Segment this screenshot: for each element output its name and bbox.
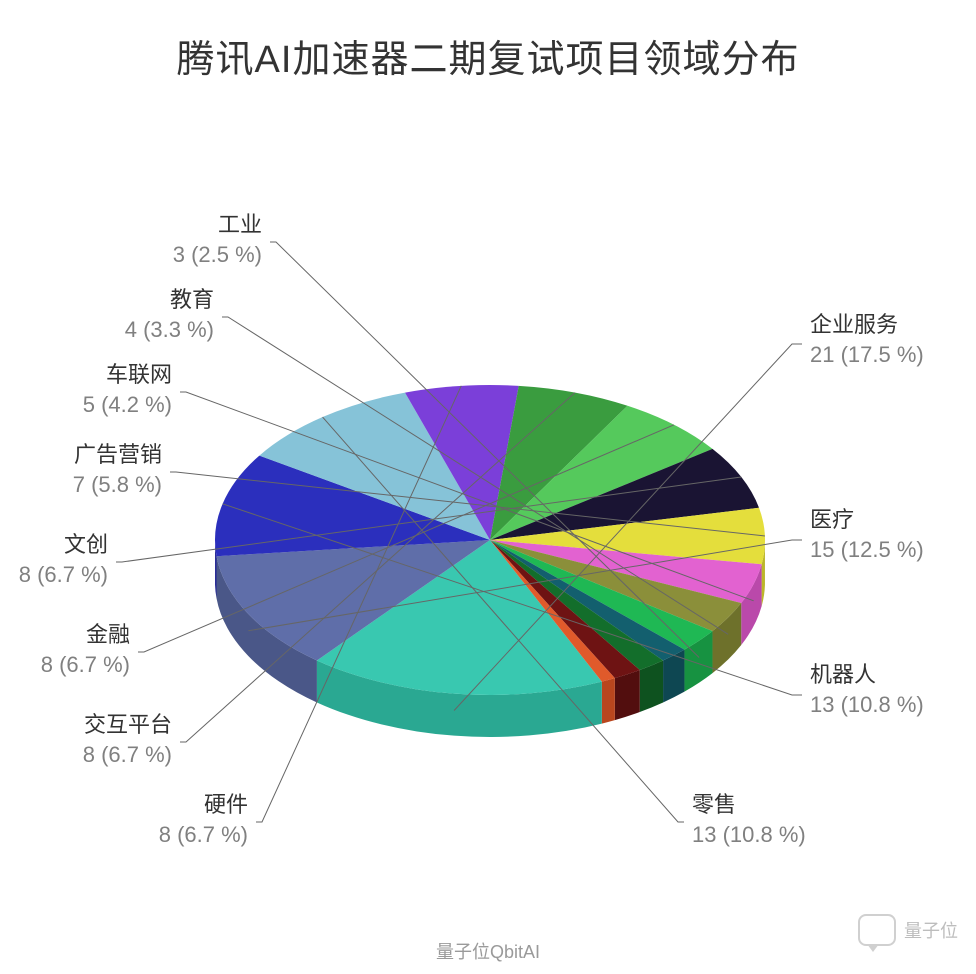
- slice-label-name: 机器人: [810, 662, 876, 687]
- slice-label: 交互平台 8 (6.7 %): [83, 710, 172, 769]
- pie-slice-side: [615, 670, 640, 720]
- watermark-text: 量子位: [904, 917, 958, 943]
- pie-slice-side: [602, 678, 615, 723]
- chat-bubble-icon: [858, 914, 896, 946]
- slice-label-name: 车联网: [106, 362, 172, 387]
- slice-label-value: 8 (6.7 %): [41, 652, 130, 677]
- slice-label-value: 8 (6.7 %): [159, 822, 248, 847]
- slice-label-name: 教育: [170, 287, 214, 312]
- slice-label-value: 4 (3.3 %): [125, 317, 214, 342]
- slice-label-name: 广告营销: [74, 442, 162, 467]
- slice-label: 硬件 8 (6.7 %): [159, 790, 248, 849]
- slice-label: 车联网 5 (4.2 %): [83, 360, 172, 419]
- slice-label-value: 8 (6.7 %): [83, 742, 172, 767]
- slice-label: 文创 8 (6.7 %): [19, 530, 108, 589]
- slice-label-value: 7 (5.8 %): [73, 472, 162, 497]
- slice-label-value: 8 (6.7 %): [19, 562, 108, 587]
- slice-label: 医疗 15 (12.5 %): [810, 505, 924, 564]
- slice-label-name: 硬件: [204, 792, 248, 817]
- slice-label-name: 医疗: [810, 507, 854, 532]
- slice-label-name: 企业服务: [810, 312, 898, 337]
- slice-label-value: 13 (10.8 %): [810, 692, 924, 717]
- slice-label: 广告营销 7 (5.8 %): [73, 440, 162, 499]
- slice-label: 金融 8 (6.7 %): [41, 620, 130, 679]
- slice-label-value: 3 (2.5 %): [173, 242, 262, 267]
- watermark: 量子位: [858, 914, 958, 946]
- slice-label-value: 5 (4.2 %): [83, 392, 172, 417]
- slice-label-name: 交互平台: [84, 712, 172, 737]
- slice-label: 教育 4 (3.3 %): [125, 285, 214, 344]
- slice-label: 零售 13 (10.8 %): [692, 790, 806, 849]
- slice-label: 工业 3 (2.5 %): [173, 210, 262, 269]
- slice-label-name: 零售: [692, 792, 736, 817]
- slice-label-name: 工业: [218, 212, 262, 237]
- slice-label: 机器人 13 (10.8 %): [810, 660, 924, 719]
- footer-credit: 量子位QbitAI: [0, 938, 976, 964]
- slice-label: 企业服务 21 (17.5 %): [810, 310, 924, 369]
- slice-label-name: 文创: [64, 532, 108, 557]
- slice-label-value: 15 (12.5 %): [810, 537, 924, 562]
- slice-label-value: 21 (17.5 %): [810, 342, 924, 367]
- slice-label-name: 金融: [86, 622, 130, 647]
- slice-label-value: 13 (10.8 %): [692, 822, 806, 847]
